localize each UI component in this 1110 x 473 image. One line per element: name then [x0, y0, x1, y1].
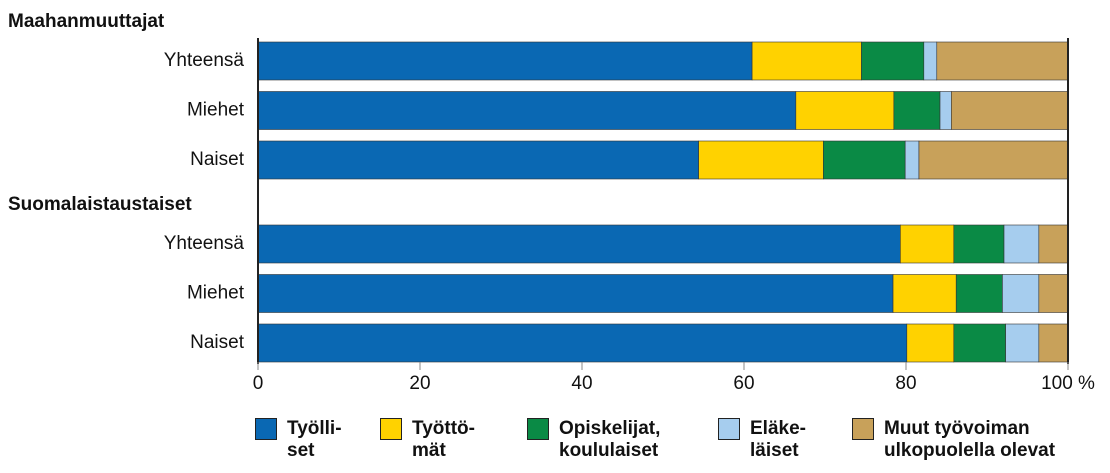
category-label: Miehet	[187, 283, 245, 304]
legend-label: Muut työvoiman ulkopuolella olevat	[884, 418, 1056, 461]
bar-segment	[861, 41, 925, 81]
legend-swatch	[255, 418, 277, 440]
bar-segment	[955, 274, 1003, 313]
legend-item: Työlli- set	[255, 418, 342, 462]
legend-item: Muut työvoiman ulkopuolella olevat	[852, 418, 1055, 462]
bar-segment	[257, 224, 901, 264]
bar-segment	[823, 140, 906, 180]
legend-item: Eläke- läiset	[718, 418, 806, 462]
bar-segment	[904, 140, 920, 180]
legend-swatch	[527, 418, 549, 440]
bar-segment	[951, 91, 1069, 130]
bar-segment	[953, 323, 1006, 363]
x-tick-label: 100 %	[1041, 373, 1095, 394]
category-label: Naiset	[190, 149, 245, 170]
bar-segment	[1005, 323, 1040, 363]
legend-swatch	[852, 418, 874, 440]
bar-segment	[257, 91, 797, 130]
legend-item: Työttö- mät	[380, 418, 475, 462]
bar-segment	[257, 323, 908, 363]
bar-segment	[923, 41, 938, 81]
x-tick-label: 60	[733, 373, 754, 394]
group-label: Suomalaistaustaiset	[8, 194, 192, 215]
bar-segment	[257, 41, 753, 81]
bar-segment	[936, 41, 1069, 81]
category-label: Yhteensä	[164, 50, 245, 71]
x-tick-label: 40	[571, 373, 592, 394]
bar-segment	[893, 91, 941, 130]
bar-segment	[751, 41, 862, 81]
bar-segment	[892, 274, 957, 313]
bar-segment	[1002, 274, 1040, 313]
bar-segment	[918, 140, 1069, 180]
bar-segment	[698, 140, 824, 180]
x-tick-label: 0	[253, 373, 264, 394]
bar-segment	[900, 224, 955, 264]
category-label: Naiset	[190, 332, 245, 353]
bar-segment	[795, 91, 895, 130]
bar-segment	[1038, 274, 1069, 313]
bar-segment	[1038, 323, 1069, 363]
bar-segment	[939, 91, 952, 130]
bar-segment	[906, 323, 955, 363]
x-tick-label: 80	[895, 373, 916, 394]
legend-label: Työttö- mät	[412, 418, 475, 461]
bar-segment	[257, 140, 699, 180]
category-label: Miehet	[187, 100, 245, 121]
group-label: Maahanmuuttajat	[8, 11, 165, 32]
category-label: Yhteensä	[164, 233, 245, 254]
bar-segment	[1003, 224, 1040, 264]
bar-segment	[257, 274, 894, 313]
x-tick-label: 20	[409, 373, 430, 394]
legend-label: Työlli- set	[287, 418, 342, 461]
legend-item: Opiskelijat, koululaiset	[527, 418, 660, 462]
legend-label: Opiskelijat, koululaiset	[559, 418, 661, 461]
bar-segment	[953, 224, 1005, 264]
legend-label: Eläke- läiset	[750, 418, 806, 461]
legend-swatch	[718, 418, 740, 440]
bar-segment	[1038, 224, 1069, 264]
legend-swatch	[380, 418, 402, 440]
